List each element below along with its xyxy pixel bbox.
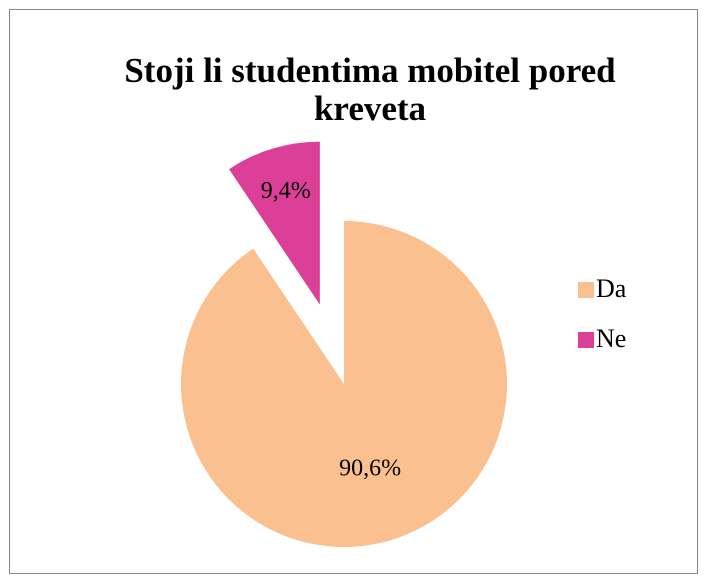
- data-label: 90,6%: [339, 455, 401, 481]
- legend-label: Ne: [596, 324, 626, 353]
- pie-slice: [181, 221, 508, 547]
- chart-title: Stoji li studentima mobitel pored krevet…: [124, 51, 616, 128]
- legend-label: Da: [596, 274, 627, 303]
- data-label: 9,4%: [261, 178, 311, 204]
- legend-swatch: [578, 282, 594, 298]
- legend-swatch: [578, 332, 594, 348]
- chart-frame: [9, 9, 698, 574]
- pie-slice: [229, 141, 320, 305]
